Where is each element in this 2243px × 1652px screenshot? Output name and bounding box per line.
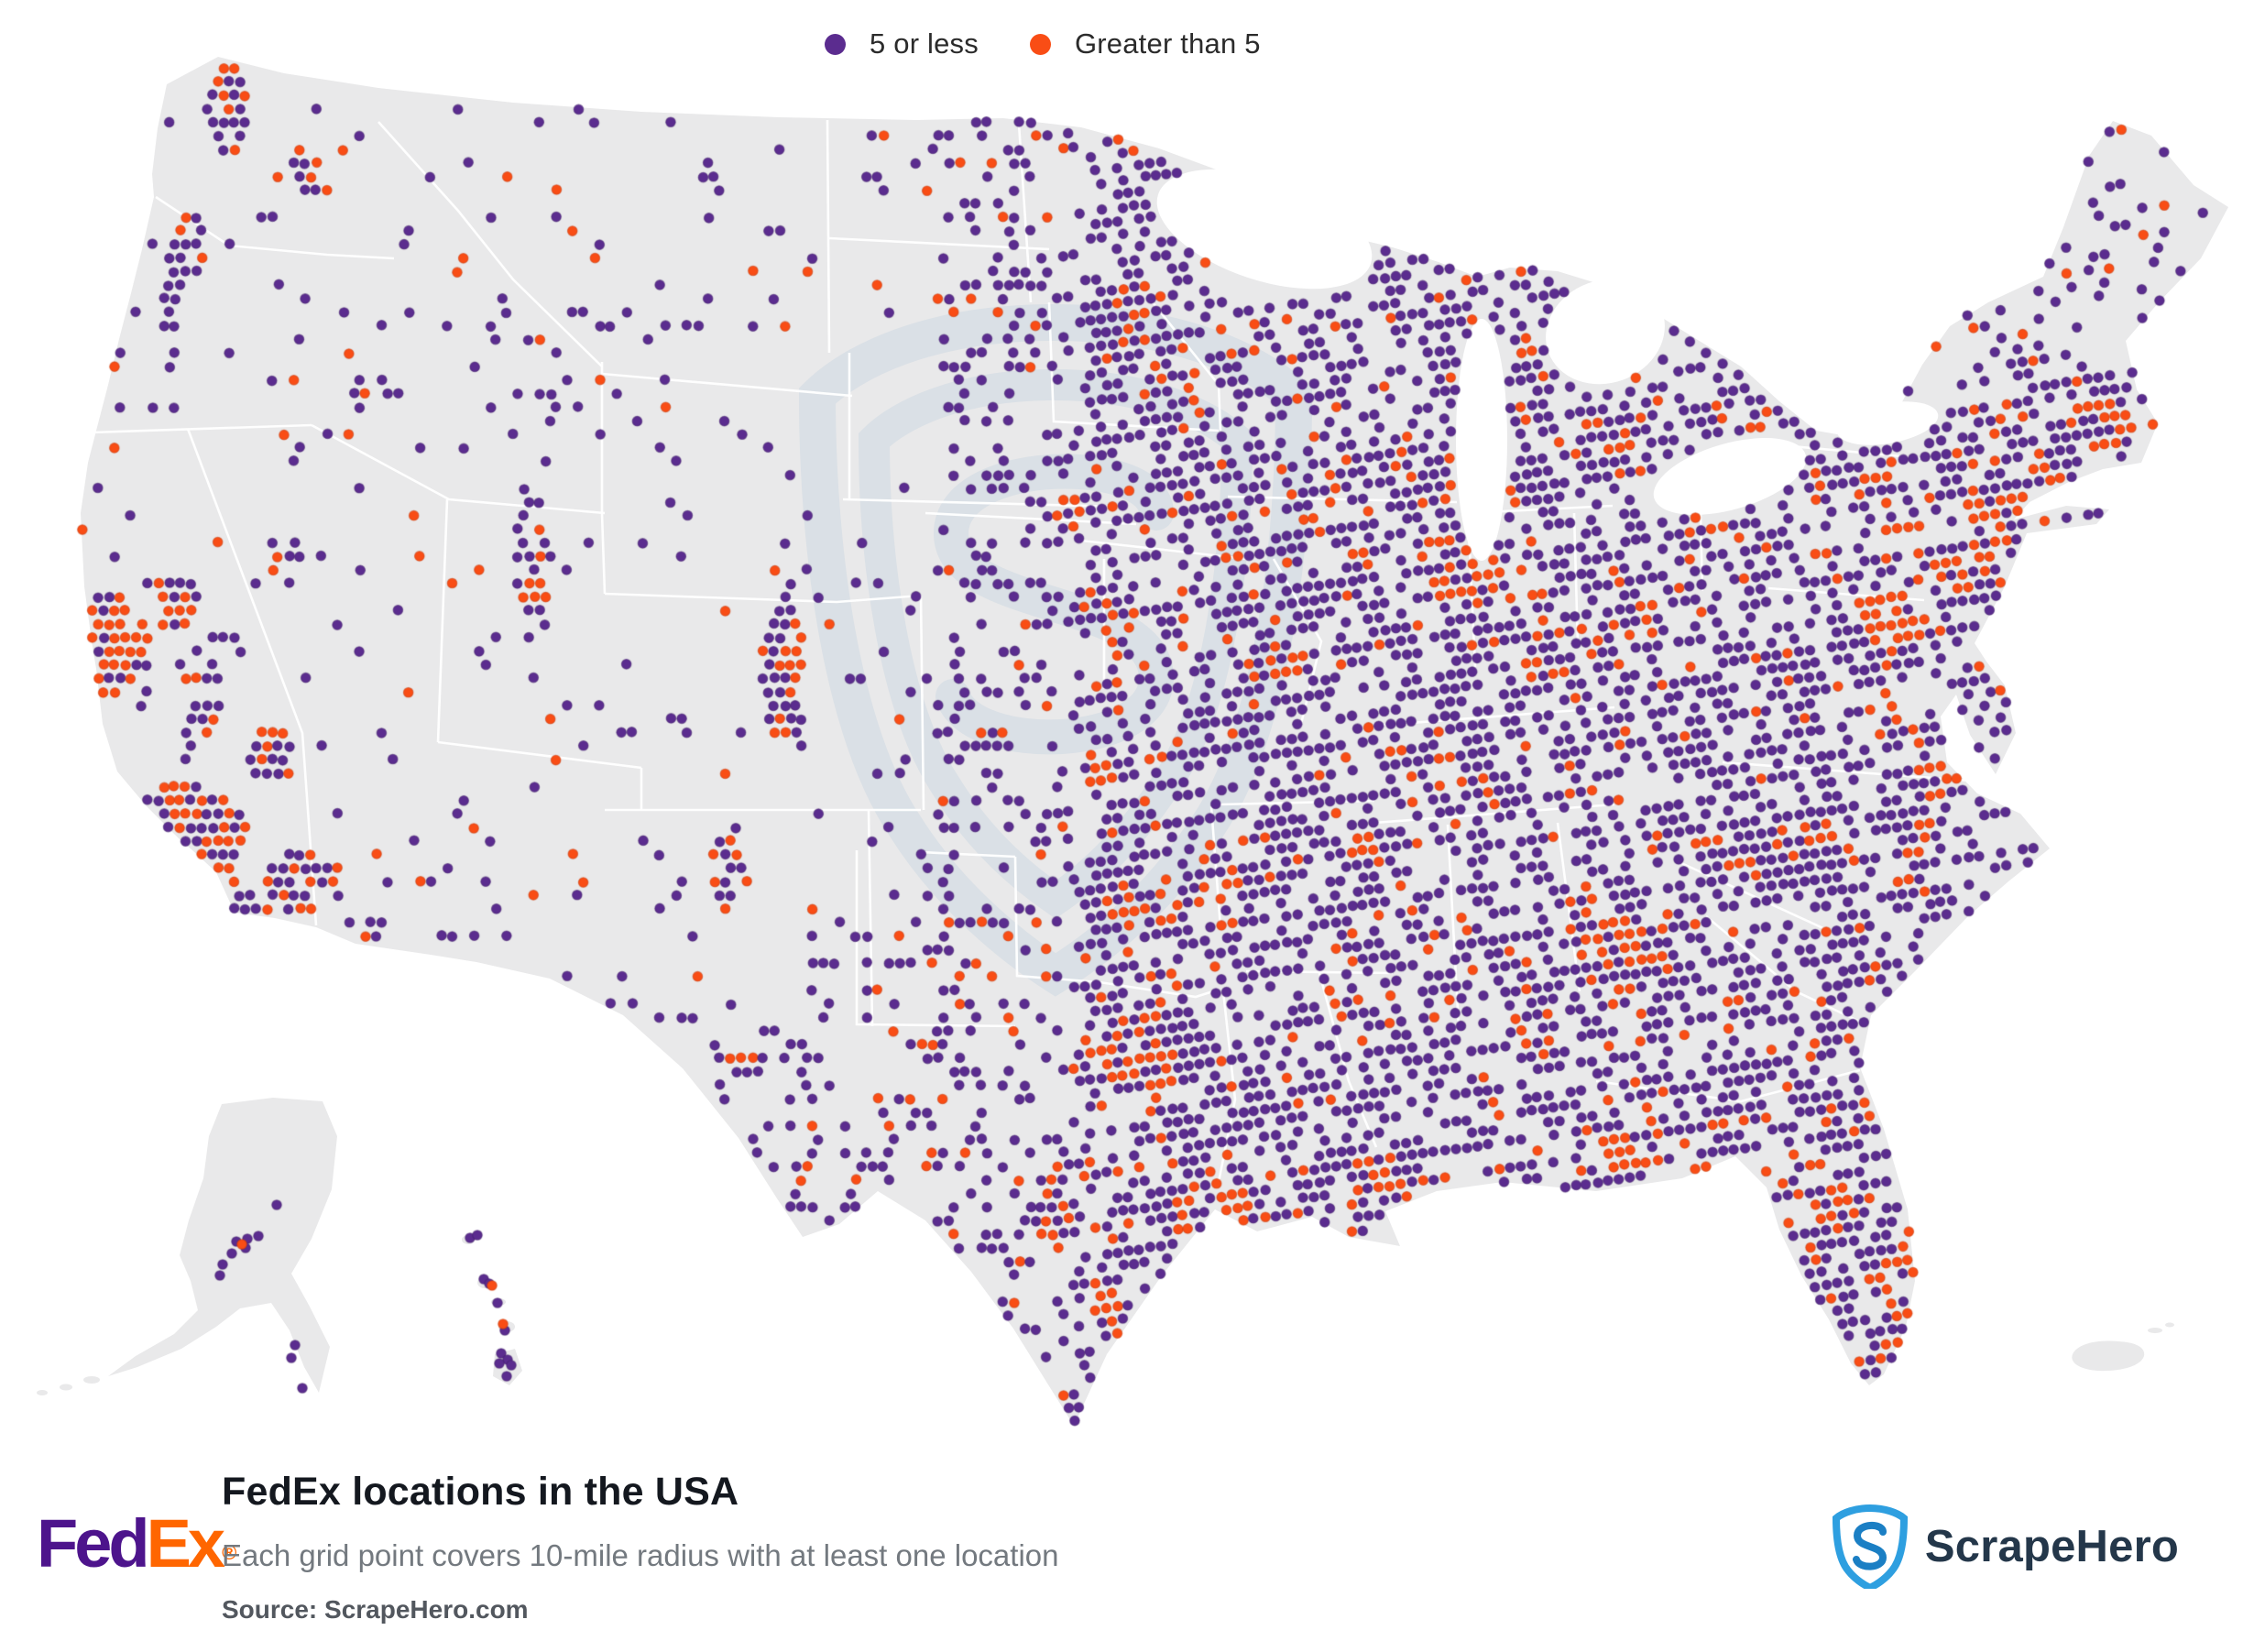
footer: FedEx® FedEx locations in the USA Each g… bbox=[0, 1462, 2243, 1652]
map-subtitle: Each grid point covers 10-mile radius wi… bbox=[222, 1538, 1059, 1572]
legend-label-small: 5 or less bbox=[870, 27, 979, 60]
legend-item-large: Greater than 5 bbox=[1029, 27, 1261, 60]
fedex-logo-ex: Ex bbox=[146, 1505, 225, 1581]
orange-dot-icon bbox=[1029, 33, 1051, 55]
legend: 5 or less Greater than 5 bbox=[825, 27, 1261, 60]
contiguous-us-land bbox=[81, 57, 2228, 1426]
fedex-logo: FedEx® bbox=[37, 1510, 236, 1578]
map-source: Source: ScrapeHero.com bbox=[222, 1595, 529, 1624]
scrapehero-logo-text: ScrapeHero bbox=[1924, 1522, 2179, 1571]
purple-dot-icon bbox=[825, 33, 846, 55]
map-title: FedEx locations in the USA bbox=[222, 1470, 739, 1514]
fedex-logo-fed: Fed bbox=[37, 1505, 150, 1581]
puerto-rico bbox=[2072, 1322, 2174, 1372]
registered-mark-icon: ® bbox=[222, 1541, 237, 1564]
alaska-land bbox=[108, 1098, 337, 1393]
scrapehero-logo: ScrapeHero bbox=[1832, 1504, 2179, 1589]
lake-michigan-icon bbox=[1456, 319, 1507, 561]
hawaii bbox=[462, 1235, 522, 1385]
legend-item-small: 5 or less bbox=[825, 27, 979, 60]
scrapehero-shield-icon bbox=[1832, 1504, 1908, 1589]
legend-label-large: Greater than 5 bbox=[1074, 27, 1261, 60]
caption-block: FedEx locations in the USA Each grid poi… bbox=[222, 1470, 1504, 1625]
alaska bbox=[37, 1098, 337, 1395]
